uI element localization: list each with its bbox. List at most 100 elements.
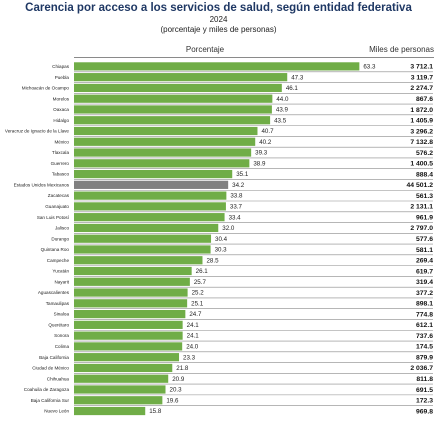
category-label: Veracruz de Ignacio de la Llave bbox=[5, 129, 70, 134]
category-label: Quintana Roo bbox=[41, 247, 70, 252]
category-label: Hidalgo bbox=[53, 118, 69, 123]
population-label: 1 400.5 bbox=[410, 161, 433, 168]
category-label: Michoacán de Ocampo bbox=[22, 86, 70, 91]
bar bbox=[74, 223, 219, 233]
bar bbox=[74, 202, 226, 211]
category-label: Puebla bbox=[55, 75, 70, 80]
category-label: Zacatecas bbox=[48, 193, 70, 198]
value-label: 30.4 bbox=[215, 236, 228, 243]
value-label: 39.3 bbox=[255, 150, 268, 157]
value-label: 32.0 bbox=[222, 225, 235, 232]
value-label: 34.2 bbox=[232, 182, 245, 189]
category-label: Coahuila de Zaragoza bbox=[24, 387, 70, 392]
chart-subtitle: (porcentaje y miles de personas) bbox=[160, 25, 277, 34]
category-label: Chiapas bbox=[52, 64, 70, 69]
population-label: 737.6 bbox=[416, 333, 433, 340]
value-label: 24.0 bbox=[186, 344, 199, 351]
value-label: 15.8 bbox=[149, 408, 162, 415]
category-label: Estados Unidos Mexicanos bbox=[14, 182, 70, 187]
value-label: 25.1 bbox=[191, 300, 204, 307]
bar bbox=[74, 191, 227, 200]
population-label: 961.9 bbox=[416, 214, 433, 221]
population-label: 377.2 bbox=[416, 290, 433, 297]
population-label: 1 405.9 bbox=[410, 118, 433, 125]
value-label: 43.5 bbox=[274, 117, 287, 124]
bar bbox=[74, 126, 258, 136]
bar bbox=[74, 62, 360, 71]
population-label: 867.6 bbox=[416, 96, 433, 103]
value-label: 24.1 bbox=[187, 333, 200, 340]
value-label: 33.4 bbox=[229, 214, 242, 221]
value-label: 25.2 bbox=[192, 290, 205, 297]
value-label: 24.7 bbox=[189, 311, 202, 318]
category-label: Tamaulipas bbox=[46, 301, 70, 306]
category-label: Yucatán bbox=[52, 269, 69, 274]
bar bbox=[74, 363, 173, 373]
population-label: 576.2 bbox=[416, 150, 433, 157]
population-label: 174.5 bbox=[416, 344, 433, 351]
population-label: 2 036.7 bbox=[410, 365, 433, 372]
population-label: 888.4 bbox=[416, 171, 433, 178]
value-label: 26.1 bbox=[196, 268, 209, 275]
value-label: 63.3 bbox=[363, 63, 376, 70]
category-label: Guanajuato bbox=[45, 204, 69, 209]
value-label: 35.1 bbox=[236, 171, 249, 178]
category-label: Nayarit bbox=[54, 279, 69, 284]
population-label: 561.3 bbox=[416, 193, 433, 200]
category-label: Tabasco bbox=[52, 172, 70, 177]
value-label: 38.9 bbox=[253, 160, 266, 167]
value-label: 28.5 bbox=[206, 257, 219, 264]
value-label: 30.3 bbox=[215, 247, 228, 254]
population-column-header: Miles de personas bbox=[369, 45, 434, 54]
population-label: 2 797.0 bbox=[410, 225, 433, 232]
population-label: 172.3 bbox=[416, 398, 433, 405]
population-label: 3 119.7 bbox=[411, 74, 434, 81]
bar bbox=[74, 266, 192, 276]
value-label: 33.7 bbox=[230, 203, 243, 210]
bar bbox=[74, 234, 212, 243]
population-label: 612.1 bbox=[416, 322, 433, 329]
value-label: 24.1 bbox=[187, 322, 200, 329]
bar bbox=[74, 148, 252, 157]
category-label: México bbox=[54, 139, 69, 144]
bar bbox=[74, 320, 183, 329]
category-label: Chihuahua bbox=[47, 376, 70, 381]
header-divider bbox=[74, 57, 434, 58]
category-label: Guerrero bbox=[51, 161, 70, 166]
category-label: Morelos bbox=[53, 96, 70, 101]
population-label: 811.8 bbox=[416, 376, 433, 383]
category-label: Sinaloa bbox=[54, 312, 70, 317]
bar bbox=[74, 245, 211, 254]
value-label: 44.0 bbox=[276, 96, 289, 103]
value-label: 20.9 bbox=[172, 376, 185, 383]
category-label: Sonora bbox=[54, 333, 69, 338]
population-label: 269.4 bbox=[416, 258, 433, 265]
bar bbox=[74, 83, 282, 93]
bar bbox=[74, 159, 250, 168]
bar bbox=[74, 277, 190, 286]
category-label: Colima bbox=[55, 344, 70, 349]
bar bbox=[74, 406, 146, 416]
value-label: 19.6 bbox=[166, 397, 179, 404]
population-label: 774.8 bbox=[416, 311, 433, 318]
percent-column-header: Porcentaje bbox=[185, 45, 225, 54]
bar bbox=[74, 94, 273, 103]
category-label: Tlaxcala bbox=[52, 150, 70, 155]
category-label: Baja California bbox=[39, 355, 69, 360]
bar bbox=[74, 256, 203, 265]
category-label: Baja California Sur bbox=[31, 398, 70, 403]
bar bbox=[74, 169, 233, 179]
population-label: 319.4 bbox=[416, 279, 433, 286]
population-label: 7 132.8 bbox=[410, 139, 433, 146]
category-label: Oaxaca bbox=[53, 107, 69, 112]
value-label: 23.3 bbox=[183, 354, 196, 361]
bar bbox=[74, 137, 256, 146]
population-label: 3 712.1 bbox=[410, 64, 433, 71]
population-label: 2 274.7 bbox=[410, 85, 433, 92]
category-label: Ciudad de México bbox=[32, 366, 69, 371]
value-label: 25.7 bbox=[194, 279, 207, 286]
chart-year: 2024 bbox=[209, 15, 228, 24]
population-label: 577.6 bbox=[416, 236, 433, 243]
population-label: 3 296.2 bbox=[410, 128, 433, 135]
